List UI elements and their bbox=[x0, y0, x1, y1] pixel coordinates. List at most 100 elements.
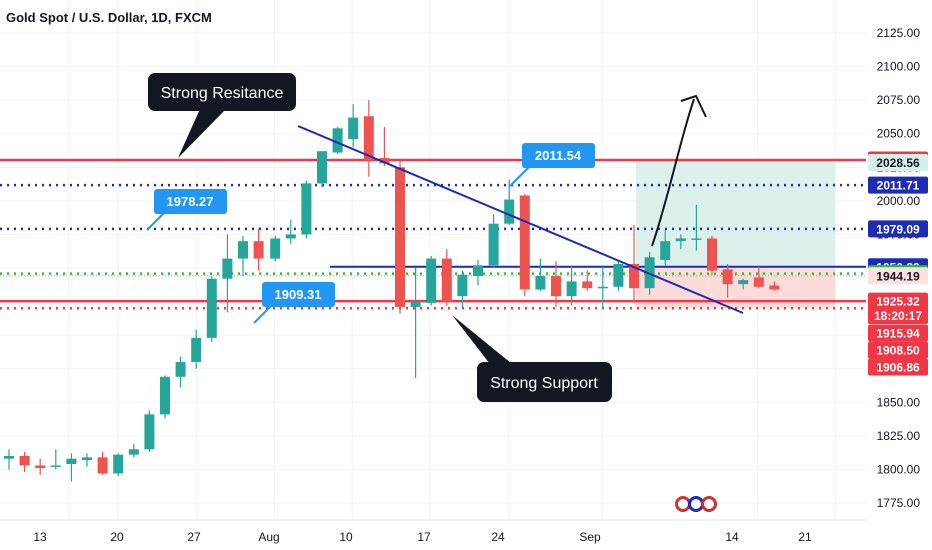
descending-trendline bbox=[297, 125, 744, 314]
candle-body bbox=[379, 157, 390, 164]
x-tick-label: 17 bbox=[417, 530, 431, 544]
candle-body bbox=[348, 117, 359, 140]
price-tag-bg bbox=[868, 154, 928, 172]
price-axis[interactable]: 1775.001800.001825.001850.001875.001900.… bbox=[866, 0, 932, 550]
resistance-callout: Strong Resitance bbox=[148, 73, 296, 158]
candle-19 bbox=[301, 180, 312, 239]
candle-38 bbox=[597, 266, 608, 309]
candle-36 bbox=[566, 265, 577, 306]
price-tag-bg bbox=[868, 292, 928, 310]
x-tick-label: 24 bbox=[491, 530, 505, 544]
candle-body bbox=[660, 241, 671, 260]
candle-body bbox=[753, 277, 764, 287]
y-tick-label: 2100.00 bbox=[877, 60, 921, 74]
candle-49 bbox=[769, 281, 780, 291]
support-callout: Strong Support bbox=[452, 315, 612, 402]
candle-44 bbox=[691, 204, 702, 251]
candle-6 bbox=[97, 451, 108, 475]
candle-27 bbox=[426, 255, 437, 306]
candle-0 bbox=[4, 449, 14, 470]
candle-35 bbox=[551, 261, 561, 307]
projection-arrow-icon bbox=[651, 94, 707, 247]
candle-body bbox=[160, 376, 170, 415]
candle-33 bbox=[519, 194, 530, 297]
price-tag-9: 1915.94 bbox=[868, 324, 928, 342]
candle-body bbox=[395, 167, 405, 307]
candle-1 bbox=[19, 451, 30, 473]
candle-body bbox=[441, 258, 452, 302]
x-tick-label: Aug bbox=[258, 530, 279, 544]
price-tag-3: 1979.09 bbox=[868, 220, 928, 238]
candle-body bbox=[582, 281, 593, 289]
candle-10 bbox=[160, 375, 170, 419]
candle-body bbox=[238, 241, 248, 259]
candle-17 bbox=[270, 235, 281, 262]
candle-25 bbox=[395, 160, 405, 314]
y-tick-label: 2000.00 bbox=[877, 194, 921, 208]
price-bubble-1909-text: 1909.31 bbox=[275, 287, 322, 302]
candle-16 bbox=[253, 229, 264, 271]
price-tag-2: 2011.71 bbox=[868, 176, 928, 194]
candle-3 bbox=[50, 449, 61, 470]
candle-body bbox=[175, 362, 186, 377]
candle-9 bbox=[144, 410, 155, 452]
price-tag-bg bbox=[868, 267, 928, 285]
price-tag-11: 1906.86 bbox=[868, 358, 928, 376]
candle-47 bbox=[738, 278, 749, 290]
candle-body bbox=[551, 276, 561, 297]
candle-12 bbox=[191, 329, 202, 369]
candle-body bbox=[504, 199, 515, 224]
candle-body bbox=[332, 128, 343, 153]
candle-body bbox=[769, 285, 780, 290]
y-tick-label: 2125.00 bbox=[877, 26, 921, 40]
candle-40 bbox=[629, 225, 639, 303]
candle-body bbox=[488, 223, 499, 266]
candle-body bbox=[270, 238, 281, 259]
candle-body bbox=[426, 258, 437, 303]
candle-body bbox=[473, 265, 483, 277]
candle-body bbox=[457, 274, 468, 297]
candle-body bbox=[253, 241, 264, 259]
price-tag-text: 18:20:17 bbox=[874, 309, 922, 323]
grid bbox=[0, 0, 866, 520]
y-tick-label: 1800.00 bbox=[877, 462, 921, 476]
candle-body bbox=[566, 281, 577, 297]
price-tag-text: 1925.32 bbox=[876, 295, 920, 309]
candle-8 bbox=[128, 443, 139, 458]
candle-body bbox=[19, 456, 30, 466]
price-tag-8: 18:20:17 bbox=[868, 307, 928, 325]
resistance-callout-text: Strong Resitance bbox=[161, 85, 284, 102]
x-tick-label: 10 bbox=[339, 530, 353, 544]
position-zones bbox=[636, 160, 835, 309]
candle-34 bbox=[535, 258, 546, 291]
candle-43 bbox=[675, 234, 686, 250]
candle-body bbox=[285, 234, 296, 239]
candle-body bbox=[66, 458, 77, 465]
candle-body bbox=[97, 457, 108, 474]
price-tag-text: 1944.19 bbox=[876, 269, 920, 283]
candle-29 bbox=[457, 270, 468, 309]
candle-39 bbox=[613, 259, 624, 291]
candle-13 bbox=[206, 276, 217, 342]
candle-body bbox=[35, 465, 46, 469]
x-tick-label: 14 bbox=[725, 530, 739, 544]
candle-body bbox=[722, 269, 733, 285]
candle-body bbox=[535, 276, 546, 290]
price-tag-text: 1915.94 bbox=[876, 327, 920, 341]
candle-body bbox=[128, 449, 139, 455]
candle-32 bbox=[504, 179, 515, 226]
price-bubble-2011: 2011.54 bbox=[509, 143, 595, 187]
price-tag-bg bbox=[868, 307, 928, 325]
price-tag-10: 1908.50 bbox=[868, 341, 928, 359]
candle-48 bbox=[753, 266, 764, 289]
y-tick-label: 2075.00 bbox=[877, 93, 921, 107]
candle-46 bbox=[722, 263, 733, 298]
y-tick-label: 1775.00 bbox=[877, 496, 921, 510]
candle-30 bbox=[473, 259, 483, 286]
time-axis[interactable]: 13 20 27 Aug 10 17 24 Sep 14 21 bbox=[0, 519, 866, 550]
support-callout-text: Strong Support bbox=[490, 375, 598, 392]
candle-7 bbox=[113, 453, 124, 477]
candle-26 bbox=[410, 268, 421, 379]
y-tick-label: 1850.00 bbox=[877, 395, 921, 409]
